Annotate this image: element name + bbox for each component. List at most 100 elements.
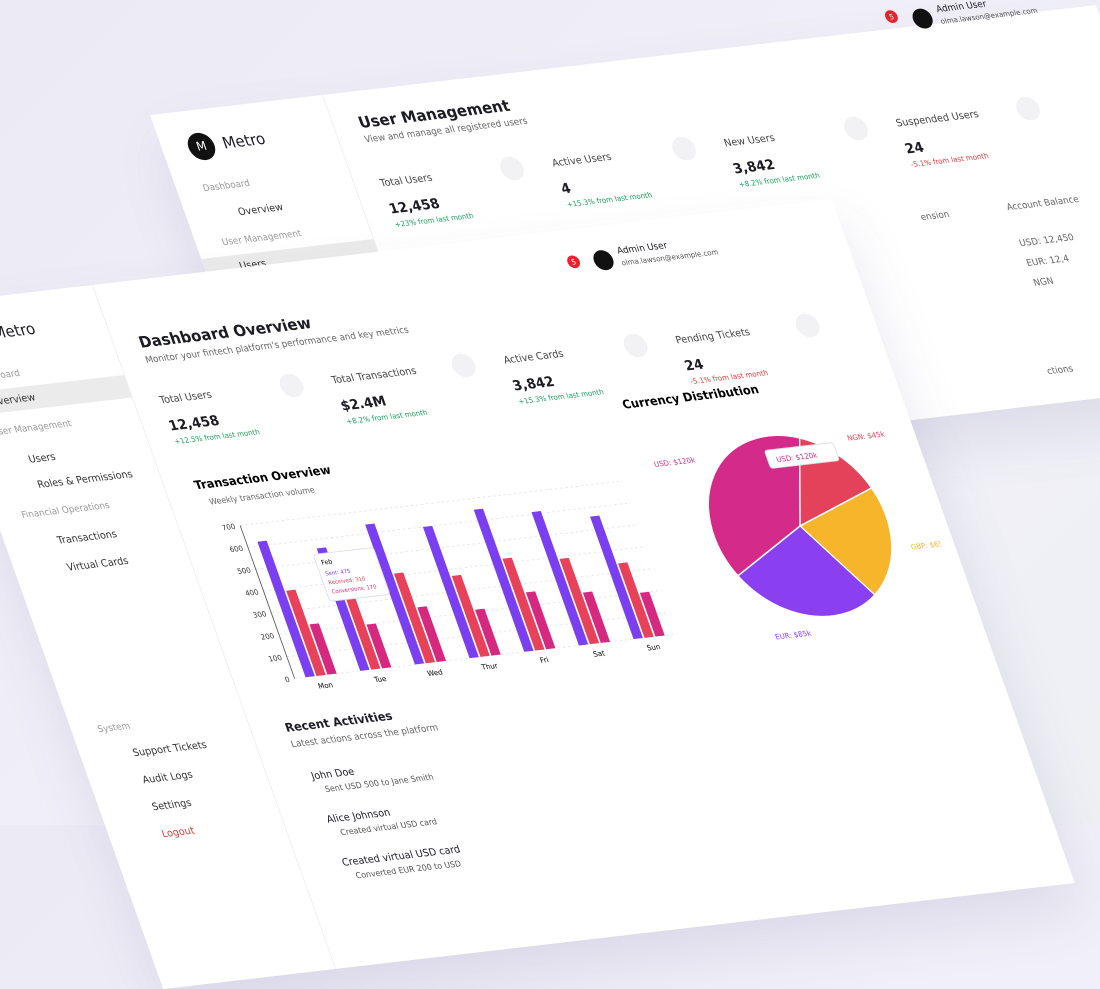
y-tick-label: 0 xyxy=(284,675,292,684)
avatar[interactable] xyxy=(909,7,936,30)
notification-badge[interactable]: 5 xyxy=(883,9,900,24)
bar xyxy=(393,572,436,664)
activity-title: John Doe xyxy=(309,765,357,783)
table-header: Account Balance xyxy=(1005,194,1081,213)
stat-label: Active Users xyxy=(550,150,614,170)
bar xyxy=(618,562,654,638)
tooltip xyxy=(764,442,840,469)
logo: M xyxy=(183,131,220,162)
y-tick-label: 200 xyxy=(259,631,276,641)
tooltip xyxy=(313,547,390,602)
nav-item[interactable]: Transactions xyxy=(55,527,119,547)
nav-section: User Management xyxy=(220,228,304,248)
pie-slice xyxy=(798,487,893,596)
x-tick-label: Sun xyxy=(645,642,661,652)
nav-section: User Management xyxy=(0,418,74,438)
table-cell: USD: 12,450 xyxy=(1018,232,1076,249)
bar xyxy=(257,540,315,678)
stat-icon xyxy=(840,115,872,142)
x-tick-label: Sat xyxy=(592,649,607,659)
bar xyxy=(590,515,643,640)
stat-value: $2.4M xyxy=(338,392,389,415)
stat-value: 24 xyxy=(902,138,927,158)
stat-change: +15.3% from last month xyxy=(565,190,654,209)
pie-chart: Currency Distribution USD: $120k NGN: $45k… xyxy=(620,382,950,641)
stat-label: New Users xyxy=(722,131,777,150)
x-tick-label: Wed xyxy=(426,667,444,678)
grid-line xyxy=(240,480,624,526)
stat-value: 12,458 xyxy=(386,195,443,218)
nav-item[interactable]: Overview xyxy=(236,201,285,218)
stat-value: 24 xyxy=(682,355,706,375)
dashboard-panel: M Metro Dashboard Overview User Manageme… xyxy=(0,199,1075,989)
x-tick-label: Thur xyxy=(479,661,499,672)
stat-label: Pending Tickets xyxy=(673,325,752,347)
notification-badge[interactable]: 5 xyxy=(565,254,582,269)
slice-label: GBP: $65k xyxy=(910,539,950,552)
bar xyxy=(422,525,479,659)
stat-icon xyxy=(668,135,700,162)
stat-icon xyxy=(276,372,307,399)
nav-section: Dashboard xyxy=(201,178,252,194)
avatar[interactable] xyxy=(590,249,617,272)
grid-line xyxy=(255,524,639,570)
x-tick-label: Tue xyxy=(372,674,388,684)
slice-label: EUR: $85k xyxy=(774,628,813,641)
bar xyxy=(365,523,425,665)
bar xyxy=(451,574,490,657)
nav-item[interactable]: Virtual Cards xyxy=(65,554,131,574)
bar xyxy=(366,623,392,669)
activity-title: Alice Johnson xyxy=(324,806,392,826)
y-tick-label: 600 xyxy=(228,544,245,554)
y-tick-label: 100 xyxy=(267,653,284,663)
tooltip-line: Received: 310 xyxy=(328,576,367,586)
nav-item[interactable]: Settings xyxy=(150,796,194,813)
stat-icon xyxy=(620,332,651,359)
stat-value: 3,842 xyxy=(510,373,557,395)
stat-label: Total Transactions xyxy=(329,364,419,387)
slice-label: USD: $120k xyxy=(653,455,698,469)
bar xyxy=(525,591,556,650)
table-cell: NGN xyxy=(1032,276,1056,289)
stat-value: 4 xyxy=(558,179,574,198)
stat-icon xyxy=(448,352,479,379)
nav-section: System xyxy=(96,721,132,735)
tooltip-line: Conversions: 170 xyxy=(331,584,378,595)
stat-icon xyxy=(792,312,823,339)
brand: Metro xyxy=(0,320,39,343)
x-tick-label: Mon xyxy=(317,680,335,691)
y-tick-label: 700 xyxy=(220,522,237,532)
brand: Metro xyxy=(219,130,269,153)
stat-label: Suspended Users xyxy=(894,107,981,130)
bar xyxy=(344,594,381,670)
bar xyxy=(582,591,611,643)
y-tick-label: 400 xyxy=(244,587,261,597)
bar xyxy=(502,557,545,651)
table-cell: EUR: 12,4 xyxy=(1025,253,1071,269)
nav-item[interactable]: Roles & Permissions xyxy=(35,467,135,491)
bar xyxy=(531,511,589,646)
y-axis xyxy=(239,525,296,679)
nav-item[interactable]: Audit Logs xyxy=(140,768,195,786)
bar xyxy=(309,623,337,675)
nav-item[interactable]: Overview xyxy=(0,375,132,418)
bar xyxy=(473,508,534,652)
stat-label: Total Users xyxy=(378,171,434,190)
nav-item[interactable]: Logout xyxy=(159,824,197,840)
chart-title: Currency Distribution xyxy=(620,382,761,412)
nav-section: Dashboard xyxy=(0,368,22,384)
nav-item[interactable]: Support Tickets xyxy=(130,738,209,759)
pie-slice xyxy=(737,525,876,618)
tooltip-title: Feb xyxy=(320,558,333,567)
nav-item[interactable]: Users xyxy=(26,450,58,466)
y-tick-label: 300 xyxy=(252,609,269,619)
stat-icon xyxy=(1012,95,1044,122)
pie-slice xyxy=(707,434,801,577)
bar xyxy=(417,606,447,662)
stat-label: Active Cards xyxy=(501,347,566,367)
tooltip-line: Sent: 475 xyxy=(325,569,352,578)
bar xyxy=(559,557,600,645)
